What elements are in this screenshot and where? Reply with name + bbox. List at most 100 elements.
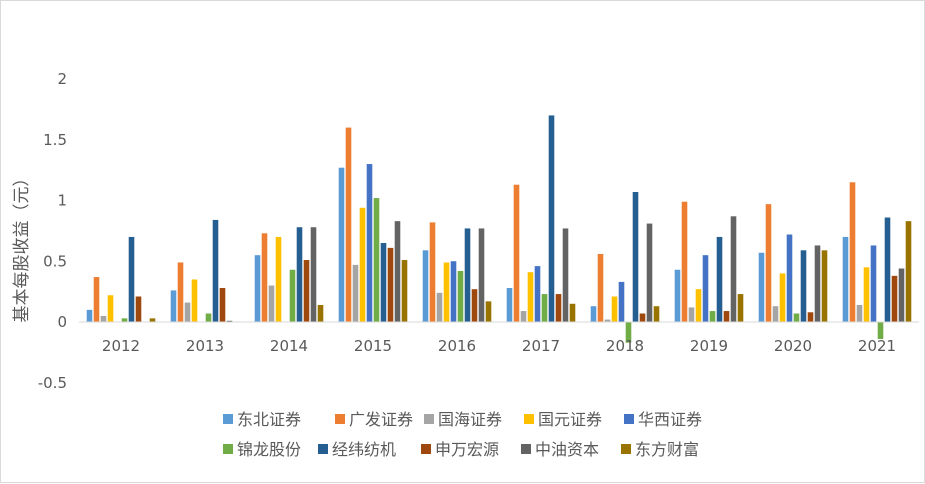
bar-东北证券-2014	[254, 255, 261, 323]
bar-中油资本-2014	[310, 227, 317, 322]
bar-东北证券-2016	[422, 250, 429, 322]
legend-swatch	[335, 414, 345, 424]
x-tick-label: 2018	[606, 337, 644, 355]
legend-swatch	[421, 444, 431, 454]
bar-广发证券-2021	[849, 182, 856, 322]
legend-swatch	[424, 414, 434, 424]
bar-申万宏源-2015	[387, 247, 394, 322]
bar-东方财富-2021	[905, 221, 912, 322]
legend-item: 国元证券	[524, 410, 602, 429]
bar-中油资本-2021	[898, 268, 905, 322]
x-tick-label: 2016	[438, 337, 476, 355]
bar-东北证券-2015	[338, 167, 345, 322]
y-tick-label: 2	[57, 70, 67, 88]
bar-国海证券-2020	[772, 306, 779, 322]
bar-广发证券-2018	[597, 253, 604, 322]
legend-swatch	[318, 444, 328, 454]
legend-swatch	[223, 414, 233, 424]
bar-经纬纺机-2018	[632, 192, 639, 322]
bar-申万宏源-2013	[219, 287, 226, 322]
legend-item: 锦龙股份	[223, 440, 301, 459]
bar-国海证券-2018	[604, 319, 611, 322]
bar-经纬纺机-2020	[800, 250, 807, 322]
bar-广发证券-2017	[513, 184, 520, 322]
legend-swatch	[223, 444, 233, 454]
bar-东方财富-2015	[401, 260, 408, 322]
x-tick-label: 2013	[186, 337, 224, 355]
bar-国海证券-2019	[688, 307, 695, 322]
bar-广发证券-2013	[177, 262, 184, 322]
bar-国元证券-2015	[359, 207, 366, 322]
bar-申万宏源-2019	[723, 311, 730, 322]
bar-东方财富-2016	[485, 301, 492, 323]
bar-经纬纺机-2015	[380, 243, 387, 322]
x-tick-label: 2020	[774, 337, 812, 355]
bar-东北证券-2012	[86, 309, 93, 322]
bar-华西证券-2021	[870, 245, 877, 322]
bar-锦龙股份-2013	[205, 313, 212, 323]
y-axis-title: 基本每股收益（元）	[12, 170, 32, 323]
bar-东方财富-2019	[737, 294, 744, 323]
bar-经纬纺机-2014	[296, 227, 303, 322]
legend-swatch	[521, 444, 531, 454]
legend-item: 中油资本	[521, 440, 599, 459]
legend-item: 东北证券	[223, 410, 301, 429]
legend-label: 东方财富	[635, 440, 699, 459]
legend-label: 经纬纺机	[332, 440, 396, 459]
legend-item: 经纬纺机	[318, 440, 396, 459]
y-tick-label: 0.5	[43, 252, 67, 270]
bar-锦龙股份-2017	[541, 294, 548, 323]
x-tick-label: 2015	[354, 337, 392, 355]
bar-国元证券-2012	[107, 295, 114, 322]
bar-东北证券-2021	[842, 236, 849, 322]
legend-label: 广发证券	[349, 410, 413, 429]
bar-经纬纺机-2021	[884, 217, 891, 322]
bar-东北证券-2013	[170, 290, 177, 322]
bar-锦龙股份-2016	[457, 270, 464, 322]
legend-item: 华西证券	[624, 410, 702, 429]
bar-锦龙股份-2012	[121, 318, 128, 323]
y-tick-labels: -0.5 0 0.5 1 1.5 2	[38, 70, 67, 392]
legend-item: 东方财富	[621, 440, 699, 459]
y-tick-label: 1	[57, 192, 67, 210]
bar-国海证券-2015	[352, 264, 359, 322]
bar-国元证券-2018	[611, 296, 618, 323]
bar-国元证券-2016	[443, 262, 450, 322]
bar-中油资本-2015	[394, 221, 401, 322]
bar-经纬纺机-2012	[128, 236, 135, 322]
x-tick-label: 2012	[102, 337, 140, 355]
bar-国海证券-2017	[520, 311, 527, 322]
bar-申万宏源-2017	[555, 294, 562, 323]
legend-item: 广发证券	[335, 410, 413, 429]
x-tick-label: 2019	[690, 337, 728, 355]
bar-国海证券-2014	[268, 285, 275, 322]
legend-label: 东北证券	[237, 410, 301, 429]
bar-锦龙股份-2020	[793, 313, 800, 323]
bars-layer	[86, 115, 912, 343]
legend-item: 国海证券	[424, 410, 502, 429]
legend-label: 国海证券	[438, 410, 502, 429]
y-tick-label: 0	[57, 313, 67, 331]
legend-swatch	[524, 414, 534, 424]
bar-东方财富-2012	[149, 318, 156, 323]
bar-国元证券-2020	[779, 273, 786, 322]
bar-申万宏源-2012	[135, 296, 142, 323]
bar-申万宏源-2020	[807, 312, 814, 322]
y-tick-label: -0.5	[38, 374, 67, 392]
bar-国海证券-2021	[856, 304, 863, 322]
bar-锦龙股份-2015	[373, 198, 380, 322]
legend-item: 申万宏源	[421, 440, 499, 459]
bar-国元证券-2019	[695, 289, 702, 322]
bar-中油资本-2017	[562, 228, 569, 322]
bar-经纬纺机-2016	[464, 228, 471, 322]
legend-label: 国元证券	[538, 410, 602, 429]
bar-中油资本-2018	[646, 223, 653, 322]
legend-swatch	[624, 414, 634, 424]
bar-东北证券-2020	[758, 252, 765, 322]
bar-国海证券-2016	[436, 292, 443, 322]
x-tick-label: 2021	[858, 337, 896, 355]
bar-申万宏源-2016	[471, 289, 478, 322]
bar-华西证券-2017	[534, 266, 541, 322]
bar-中油资本-2020	[814, 245, 821, 322]
